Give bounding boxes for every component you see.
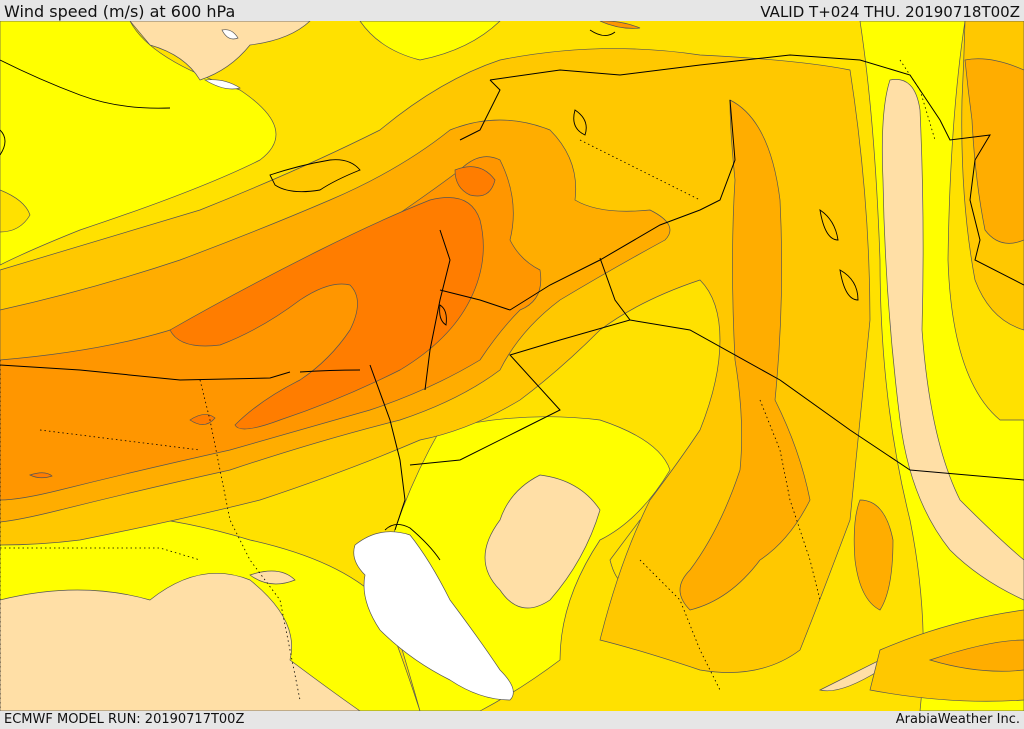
map-panel — [0, 21, 1024, 711]
title-bar: Wind speed (m/s) at 600 hPa VALID T+024 … — [0, 0, 1024, 21]
country-borders — [0, 54, 1024, 531]
footer-bar: ECMWF MODEL RUN: 20190717T00Z ArabiaWeat… — [0, 711, 1024, 729]
credit-label: ArabiaWeather Inc. — [895, 712, 1020, 727]
coastlines — [0, 29, 859, 561]
province-boundaries — [0, 59, 936, 711]
valid-time: VALID T+024 THU. 20190718T00Z — [760, 3, 1020, 21]
band-peach — [0, 21, 1024, 711]
model-run-label: ECMWF MODEL RUN: 20190717T00Z — [4, 712, 245, 727]
wind-speed-map — [0, 21, 1024, 711]
band-orange-7 — [29, 166, 496, 479]
map-title: Wind speed (m/s) at 600 hPa — [4, 2, 236, 21]
band-white — [203, 29, 514, 701]
